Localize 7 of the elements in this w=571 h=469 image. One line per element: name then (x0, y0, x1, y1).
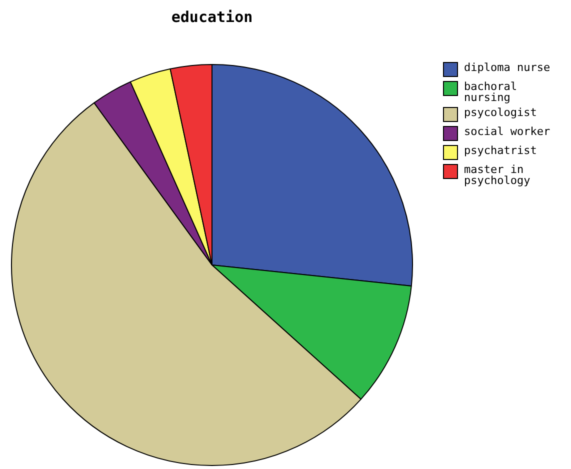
legend-label: psycologist (464, 106, 537, 119)
legend-label: bachoral nursing (464, 80, 518, 104)
chart-title: education (170, 8, 254, 26)
legend-label: psychatrist (464, 144, 537, 157)
legend-label: social worker (464, 125, 550, 138)
legend-label: diploma nurse (464, 61, 550, 74)
legend-label: master in psychology (464, 163, 532, 187)
